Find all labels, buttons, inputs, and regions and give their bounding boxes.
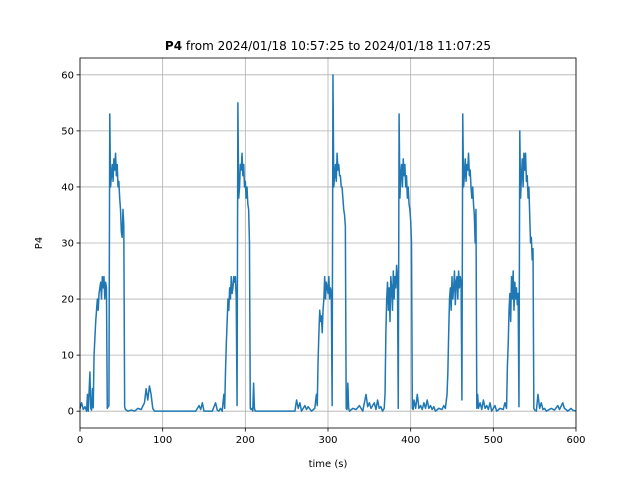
y-tick-label: 50: [61, 126, 74, 137]
y-tick-label: 20: [61, 295, 74, 306]
x-tick-label: 500: [484, 435, 503, 446]
y-axis-label: P4: [34, 237, 45, 249]
x-axis: 0 100 200 300 400 500 600: [77, 428, 586, 446]
chart-title: P4 from 2024/01/18 10:57:25 to 2024/01/1…: [165, 39, 491, 53]
series-line: [79, 74, 577, 412]
chart-title-rest: from 2024/01/18 10:57:25 to 2024/01/18 1…: [182, 39, 491, 53]
x-axis-label: time (s): [309, 459, 348, 470]
y-tick-label: 10: [61, 351, 74, 362]
x-tick-label: 400: [401, 435, 420, 446]
chart-title-bold: P4: [165, 39, 182, 53]
y-tick-label: 0: [68, 407, 74, 418]
x-tick-label: 100: [153, 435, 172, 446]
x-tick-label: 300: [318, 435, 337, 446]
x-tick-label: 200: [236, 435, 255, 446]
y-axis: 0 10 20 30 40 50 60: [61, 70, 80, 418]
y-tick-label: 30: [61, 239, 74, 250]
x-tick-label: 600: [566, 435, 585, 446]
series-group: [79, 74, 577, 412]
x-tick-label: 0: [77, 435, 83, 446]
y-tick-label: 60: [61, 70, 74, 81]
y-tick-label: 40: [61, 182, 74, 193]
